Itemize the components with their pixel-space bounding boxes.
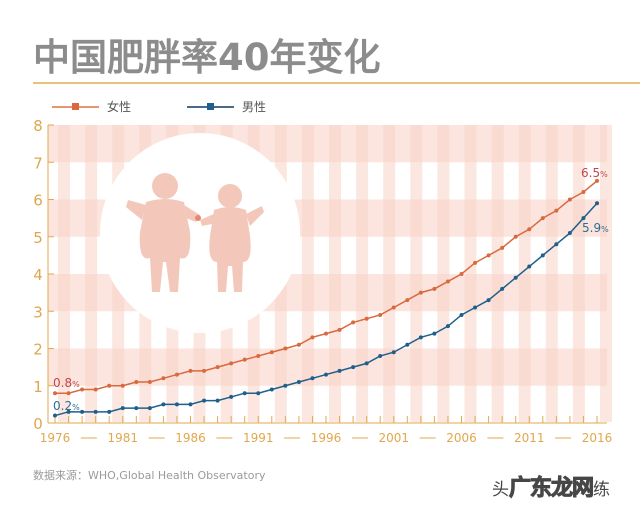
illustration-circle — [100, 133, 300, 333]
title-divider — [33, 82, 640, 84]
svg-text:1986: 1986 — [175, 431, 206, 445]
people-illustration — [100, 133, 300, 333]
svg-text:5.9%: 5.9% — [582, 221, 609, 235]
legend-item-female: 女性 — [52, 98, 131, 115]
svg-text:2016: 2016 — [582, 431, 613, 445]
svg-text:3: 3 — [33, 303, 43, 321]
legend-label-female: 女性 — [107, 100, 132, 114]
chart-value-labels: 0.8% 0.2% 6.5% 5.9% — [53, 166, 609, 413]
svg-text:6: 6 — [33, 192, 43, 210]
svg-text:7: 7 — [33, 154, 43, 172]
svg-text:1976: 1976 — [40, 431, 71, 445]
svg-text:1996: 1996 — [311, 431, 342, 445]
legend-item-male: 男性 — [187, 98, 266, 115]
chart-axes: 0 1 2 3 4 5 6 7 8 1976 1981 1986 1991 1996 2001 2006 201… — [33, 117, 612, 445]
svg-text:0.8%: 0.8% — [53, 376, 80, 390]
svg-text:6.5%: 6.5% — [581, 166, 608, 180]
legend-label-male: 男性 — [242, 100, 267, 114]
svg-text:2: 2 — [33, 341, 43, 359]
svg-text:2011: 2011 — [514, 431, 545, 445]
data-source-note: 数据来源：WHO,Global Health Observatory — [33, 469, 266, 482]
svg-text:1: 1 — [33, 378, 43, 396]
watermark-suffix: 练 — [593, 480, 611, 500]
male-line-swatch-icon — [187, 102, 234, 110]
svg-text:2006: 2006 — [446, 431, 477, 445]
female-line-swatch-icon — [52, 102, 99, 110]
watermark-logo: 广东龙网 — [508, 476, 594, 502]
chart-title: 中国肥胖率40年变化 — [33, 36, 381, 79]
svg-text:1991: 1991 — [243, 431, 274, 445]
svg-text:5: 5 — [33, 229, 43, 247]
watermark: 头广东龙网练 — [492, 470, 610, 502]
svg-text:2001: 2001 — [378, 431, 409, 445]
watermark-prefix: 头 — [492, 480, 509, 500]
svg-text:1981: 1981 — [107, 431, 138, 445]
svg-text:0: 0 — [33, 415, 43, 433]
svg-text:8: 8 — [33, 117, 43, 135]
chart-series — [53, 178, 599, 418]
svg-text:0.2%: 0.2% — [53, 399, 80, 413]
woman-figure-icon — [200, 184, 264, 292]
svg-text:4: 4 — [33, 266, 43, 284]
